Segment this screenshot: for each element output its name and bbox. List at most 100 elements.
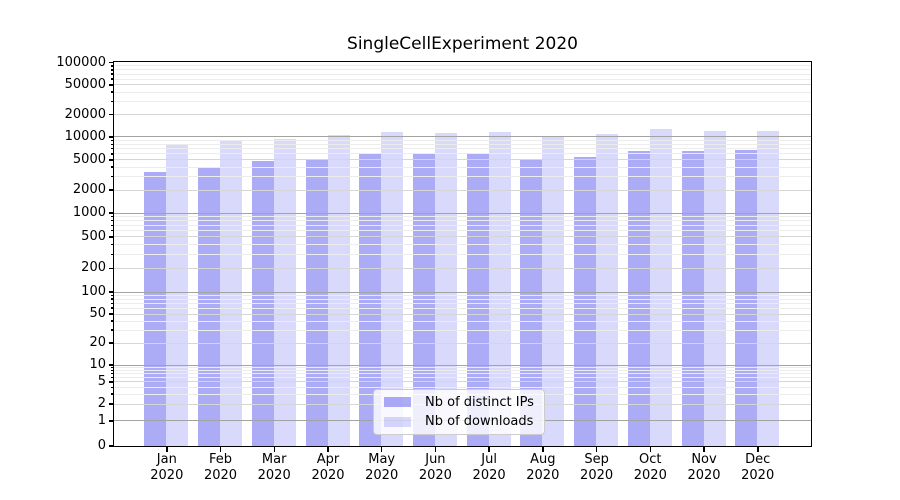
x-tick-apr [327,447,329,452]
y-tick-label-0: 0 [97,438,106,453]
y-minor-tick-60 [111,307,114,309]
x-tick-jul [488,447,490,452]
bar-distinct-ips-jun [412,153,435,446]
x-tick-label-dec: Dec 2020 [726,452,790,484]
bar-downloads-sep [596,133,619,446]
gridline-90 [114,294,811,296]
y-tick-100000 [109,61,114,64]
gridline-9000 [114,139,811,141]
y-tick-1000 [109,212,114,214]
gridline-8 [114,369,811,371]
x-tick-year: 2020 [311,468,345,483]
x-tick-label-sep: Sep 2020 [565,452,629,484]
gridline-3000 [114,176,811,178]
x-tick-label-mar: Mar 2020 [242,452,306,484]
y-tick-label-1000: 1000 [72,205,106,220]
gridline-8000 [114,143,811,145]
x-tick-year: 2020 [741,468,775,483]
y-minor-tick-90 [111,294,114,297]
x-tick-year: 2020 [633,468,667,483]
gridline-7000 [114,148,811,150]
x-tick-year: 2020 [687,468,721,483]
x-tick-label-may: May 2020 [350,452,414,484]
y-tick-50 [109,313,114,315]
gridline-100 [114,291,811,293]
gridline-70000 [114,73,811,75]
x-tick-year: 2020 [257,468,291,483]
x-tick-mar [273,447,275,452]
y-minor-tick-700 [111,224,114,226]
x-tick-label-nov: Nov 2020 [672,452,736,484]
y-minor-tick-30000 [111,100,114,103]
y-tick-20 [109,342,114,344]
x-tick-label-oct: Oct 2020 [618,452,682,484]
y-minor-tick-70 [111,302,114,305]
x-tick-oct [649,447,651,452]
x-tick-label-aug: Aug 2020 [511,452,575,484]
bar-distinct-ips-jul [466,153,489,446]
bar-downloads-dec [757,131,780,446]
y-tick-200 [109,267,114,269]
gridline-20000 [114,114,811,115]
y-tick-500 [109,236,114,238]
gridline-800 [114,220,811,222]
y-minor-tick-900 [111,215,114,218]
gridline-700 [114,224,811,226]
y-minor-tick-7 [111,372,114,375]
legend-swatch-distinct-ips [384,397,411,408]
y-minor-tick-400 [111,243,114,246]
x-tick-month: Apr [316,452,340,467]
gridline-40 [114,320,811,322]
x-tick-label-jul: Jul 2020 [457,452,521,484]
y-tick-50000 [109,84,114,86]
x-tick-month: Jan [156,452,177,467]
x-tick-jun [434,447,437,452]
x-tick-month: Jul [481,452,497,467]
y-minor-tick-7000 [111,147,114,150]
gridline-6 [114,376,811,378]
gridline-5 [114,381,811,383]
gridline-4000 [114,166,811,168]
y-tick-20000 [109,113,114,116]
x-tick-month: Feb [208,452,233,467]
x-tick-feb [219,447,222,452]
y-tick-label-10: 10 [89,357,106,372]
legend-swatch-downloads [384,416,411,427]
y-tick-label-10000: 10000 [64,128,106,144]
x-tick-month: Oct [639,452,662,467]
gridline-200 [114,267,811,269]
x-tick-dec [757,447,759,452]
y-tick-label-50: 50 [89,306,106,321]
gridline-70 [114,302,811,304]
x-tick-month: Mar [261,452,287,467]
y-tick-label-200: 200 [81,260,106,276]
gridline-6000 [114,153,811,155]
y-minor-tick-60000 [111,78,114,80]
gridline-80 [114,298,811,300]
x-tick-month: Jun [425,452,446,467]
x-tick-year: 2020 [203,468,238,483]
y-tick-label-5000: 5000 [72,151,106,167]
y-tick-label-100: 100 [81,284,106,299]
gridline-5000 [114,159,811,161]
x-tick-label-apr: Apr 2020 [296,452,360,484]
legend-item-distinct-ips: Nb of distinct IPs [384,394,536,411]
y-minor-tick-4 [111,386,114,388]
y-tick-label-500: 500 [81,228,106,244]
x-tick-month: Dec [745,452,771,467]
gridline-10000 [114,136,811,138]
gridline-60000 [114,78,811,80]
y-minor-tick-600 [111,229,114,232]
gridline-500 [114,236,811,238]
y-tick-label-2000: 2000 [72,182,106,198]
gridline-2000 [114,189,811,191]
y-minor-tick-9 [111,366,114,369]
gridline-60 [114,307,811,309]
x-tick-may [380,447,383,452]
gridline-10 [114,364,811,366]
y-tick-label-20: 20 [89,335,106,350]
y-minor-tick-6 [111,376,114,379]
y-tick-label-20000: 20000 [64,106,106,122]
x-tick-year: 2020 [472,468,506,483]
